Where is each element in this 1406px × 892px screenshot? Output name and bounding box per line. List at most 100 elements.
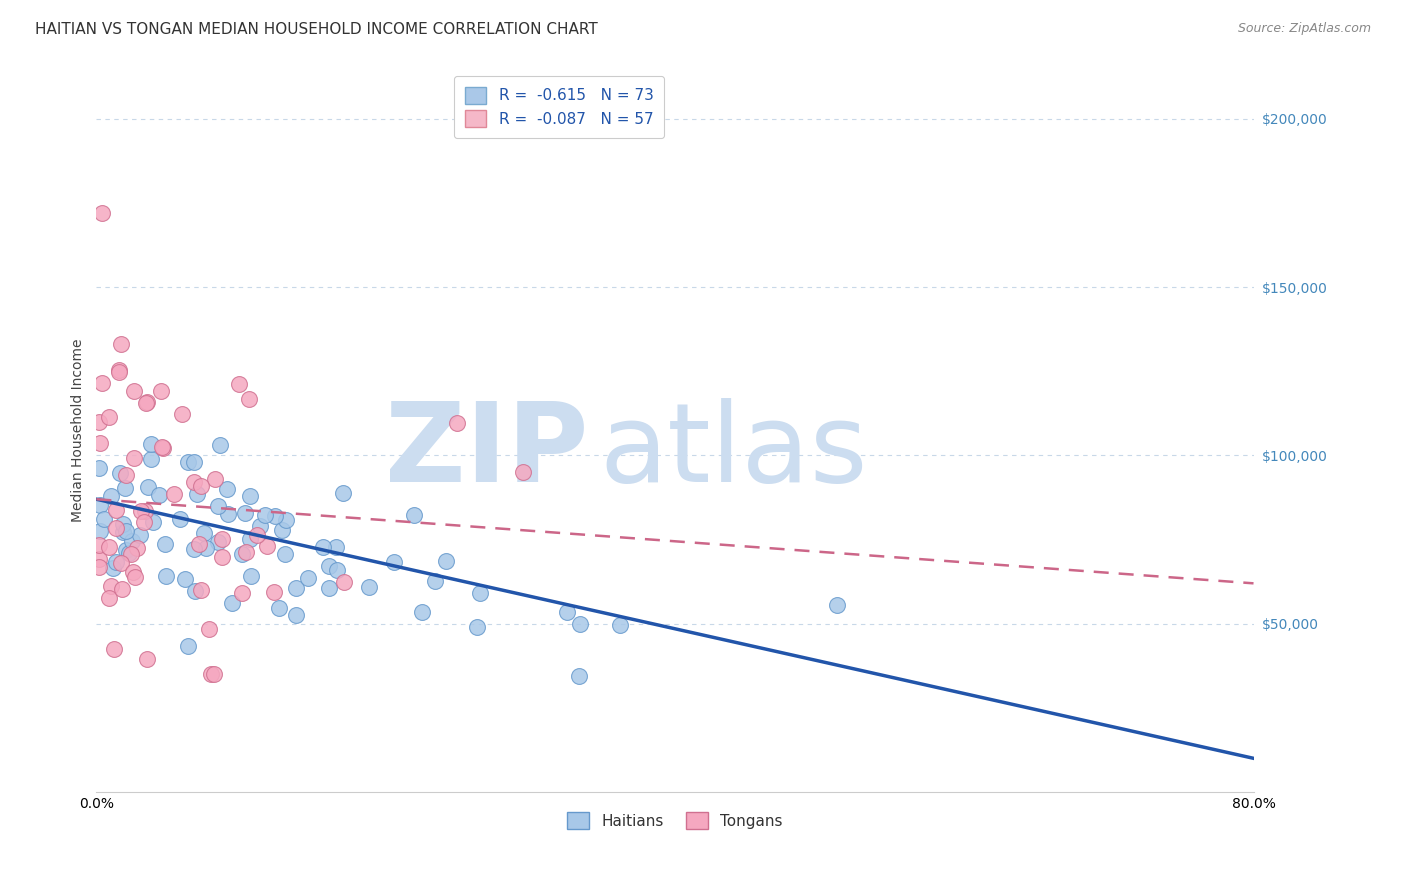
Point: [98, 540, 121, 554]
Point: [132, 515, 155, 529]
Text: HAITIAN VS TONGAN MEDIAN HOUSEHOLD INCOME CORRELATION CHART: HAITIAN VS TONGAN MEDIAN HOUSEHOLD INCOM…: [35, 22, 598, 37]
Point: [470, 586, 492, 600]
Point: [91, 206, 114, 220]
Point: [825, 598, 848, 612]
Point: [115, 524, 138, 538]
Point: [256, 539, 278, 553]
Point: [172, 407, 194, 421]
Point: [93, 512, 115, 526]
Point: [155, 569, 177, 583]
Point: [555, 605, 578, 619]
Point: [89, 538, 111, 552]
Point: [136, 480, 159, 494]
Point: [122, 384, 145, 398]
Point: [105, 520, 128, 534]
Point: [231, 585, 253, 599]
Point: [325, 563, 347, 577]
Point: [135, 652, 157, 666]
Point: [221, 596, 243, 610]
Point: [333, 575, 356, 590]
Point: [114, 481, 136, 495]
Point: [238, 533, 260, 547]
Point: [297, 571, 319, 585]
Point: [108, 467, 131, 481]
Point: [198, 622, 221, 636]
Point: [202, 667, 225, 681]
Point: [382, 555, 405, 569]
Point: [208, 437, 231, 451]
Y-axis label: Median Household Income: Median Household Income: [72, 338, 86, 522]
Point: [118, 546, 141, 560]
Point: [207, 499, 229, 513]
Point: [207, 535, 229, 549]
Point: [183, 455, 205, 469]
Point: [186, 487, 208, 501]
Point: [98, 591, 121, 606]
Point: [436, 554, 458, 568]
Point: [122, 450, 145, 465]
Point: [190, 582, 212, 597]
Point: [465, 620, 488, 634]
Point: [149, 384, 172, 398]
Point: [239, 489, 262, 503]
Point: [101, 561, 124, 575]
Point: [195, 541, 218, 555]
Point: [89, 415, 111, 429]
Point: [121, 533, 143, 548]
Point: [318, 581, 340, 595]
Point: [89, 560, 111, 574]
Point: [142, 515, 165, 529]
Point: [91, 376, 114, 390]
Point: [246, 528, 269, 542]
Point: [568, 669, 591, 683]
Point: [284, 607, 307, 622]
Point: [211, 533, 233, 547]
Point: [249, 519, 271, 533]
Point: [125, 541, 148, 556]
Point: [89, 498, 111, 512]
Point: [105, 503, 128, 517]
Point: [110, 582, 132, 597]
Point: [152, 442, 174, 456]
Point: [134, 504, 156, 518]
Point: [204, 472, 226, 486]
Point: [108, 365, 131, 379]
Point: [217, 507, 239, 521]
Point: [98, 409, 121, 424]
Point: [238, 392, 260, 406]
Point: [153, 536, 176, 550]
Point: [325, 540, 347, 554]
Point: [183, 475, 205, 490]
Point: [174, 572, 197, 586]
Point: [183, 541, 205, 556]
Point: [108, 363, 131, 377]
Point: [253, 508, 276, 522]
Point: [111, 516, 134, 531]
Point: [269, 600, 291, 615]
Point: [512, 465, 534, 479]
Point: [169, 512, 191, 526]
Point: [423, 574, 446, 588]
Point: [141, 452, 163, 467]
Point: [235, 545, 257, 559]
Point: [411, 605, 433, 619]
Point: [200, 667, 222, 681]
Text: atlas: atlas: [600, 399, 869, 506]
Point: [89, 524, 111, 539]
Point: [271, 523, 294, 537]
Point: [568, 617, 591, 632]
Point: [100, 489, 122, 503]
Point: [131, 504, 153, 518]
Point: [239, 568, 262, 582]
Point: [89, 552, 111, 566]
Point: [318, 558, 340, 573]
Point: [120, 547, 142, 561]
Point: [114, 542, 136, 557]
Point: [217, 482, 239, 496]
Point: [274, 547, 297, 561]
Point: [115, 467, 138, 482]
Text: ZIP: ZIP: [385, 399, 588, 506]
Point: [110, 337, 132, 351]
Point: [104, 555, 127, 569]
Point: [141, 437, 163, 451]
